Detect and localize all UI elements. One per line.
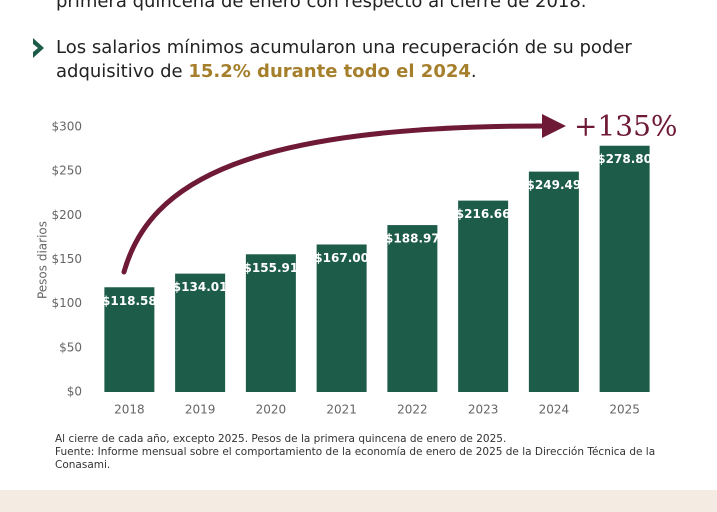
value-label: $134.01 — [173, 280, 228, 294]
footer-band — [0, 490, 717, 512]
x-tick-label: 2022 — [397, 403, 428, 417]
bar — [316, 244, 367, 392]
value-label: $216.66 — [456, 207, 511, 221]
growth-arrow — [121, 123, 548, 275]
y-tick-label: $50 — [59, 340, 82, 354]
bullet-line: Los salarios mínimos acumularon una recu… — [56, 37, 632, 58]
x-tick-label: 2024 — [539, 403, 570, 417]
value-label: $249.49 — [527, 178, 582, 192]
footnote: Fuente: Informe mensual sobre el comport… — [55, 446, 655, 458]
header-text: primera quincena de enero con respecto a… — [56, 0, 587, 12]
y-tick-label: $250 — [51, 164, 82, 178]
y-axis-label: Pesos diarios — [36, 221, 50, 299]
y-tick-label: $150 — [51, 252, 82, 266]
bullet-line: adquisitivo de 15.2% durante todo el 202… — [56, 61, 477, 82]
bullet-icon — [33, 38, 44, 58]
x-tick-label: 2025 — [609, 403, 640, 417]
value-label: $188.97 — [385, 232, 440, 246]
y-tick-label: $0 — [67, 385, 82, 399]
arrow-head — [542, 114, 566, 138]
bar — [599, 145, 650, 392]
x-tick-label: 2021 — [326, 403, 357, 417]
value-label: $118.58 — [102, 294, 157, 308]
bar — [245, 254, 296, 392]
x-tick-label: 2019 — [185, 403, 216, 417]
x-tick-label: 2020 — [256, 403, 287, 417]
value-label: $167.00 — [314, 251, 369, 265]
bar — [387, 225, 438, 392]
footnote: Al cierre de cada año, excepto 2025. Pes… — [55, 433, 506, 445]
annotation: +135% — [574, 110, 678, 143]
y-tick-label: $200 — [51, 208, 82, 222]
bullet-text: . — [471, 61, 477, 82]
x-tick-label: 2023 — [468, 403, 499, 417]
bar — [528, 171, 579, 392]
value-label: $155.91 — [244, 261, 299, 275]
y-tick-label: $300 — [51, 120, 82, 134]
bullet-highlight: 15.2% durante todo el 2024 — [188, 61, 471, 82]
bar — [104, 287, 155, 392]
x-tick-label: 2018 — [114, 403, 145, 417]
y-tick-label: $100 — [51, 296, 82, 310]
bullet-text: adquisitivo de — [56, 61, 188, 82]
bar — [458, 200, 509, 392]
bar — [175, 273, 226, 392]
footnote: Conasami. — [55, 459, 110, 471]
value-label: $278.80 — [597, 152, 652, 166]
